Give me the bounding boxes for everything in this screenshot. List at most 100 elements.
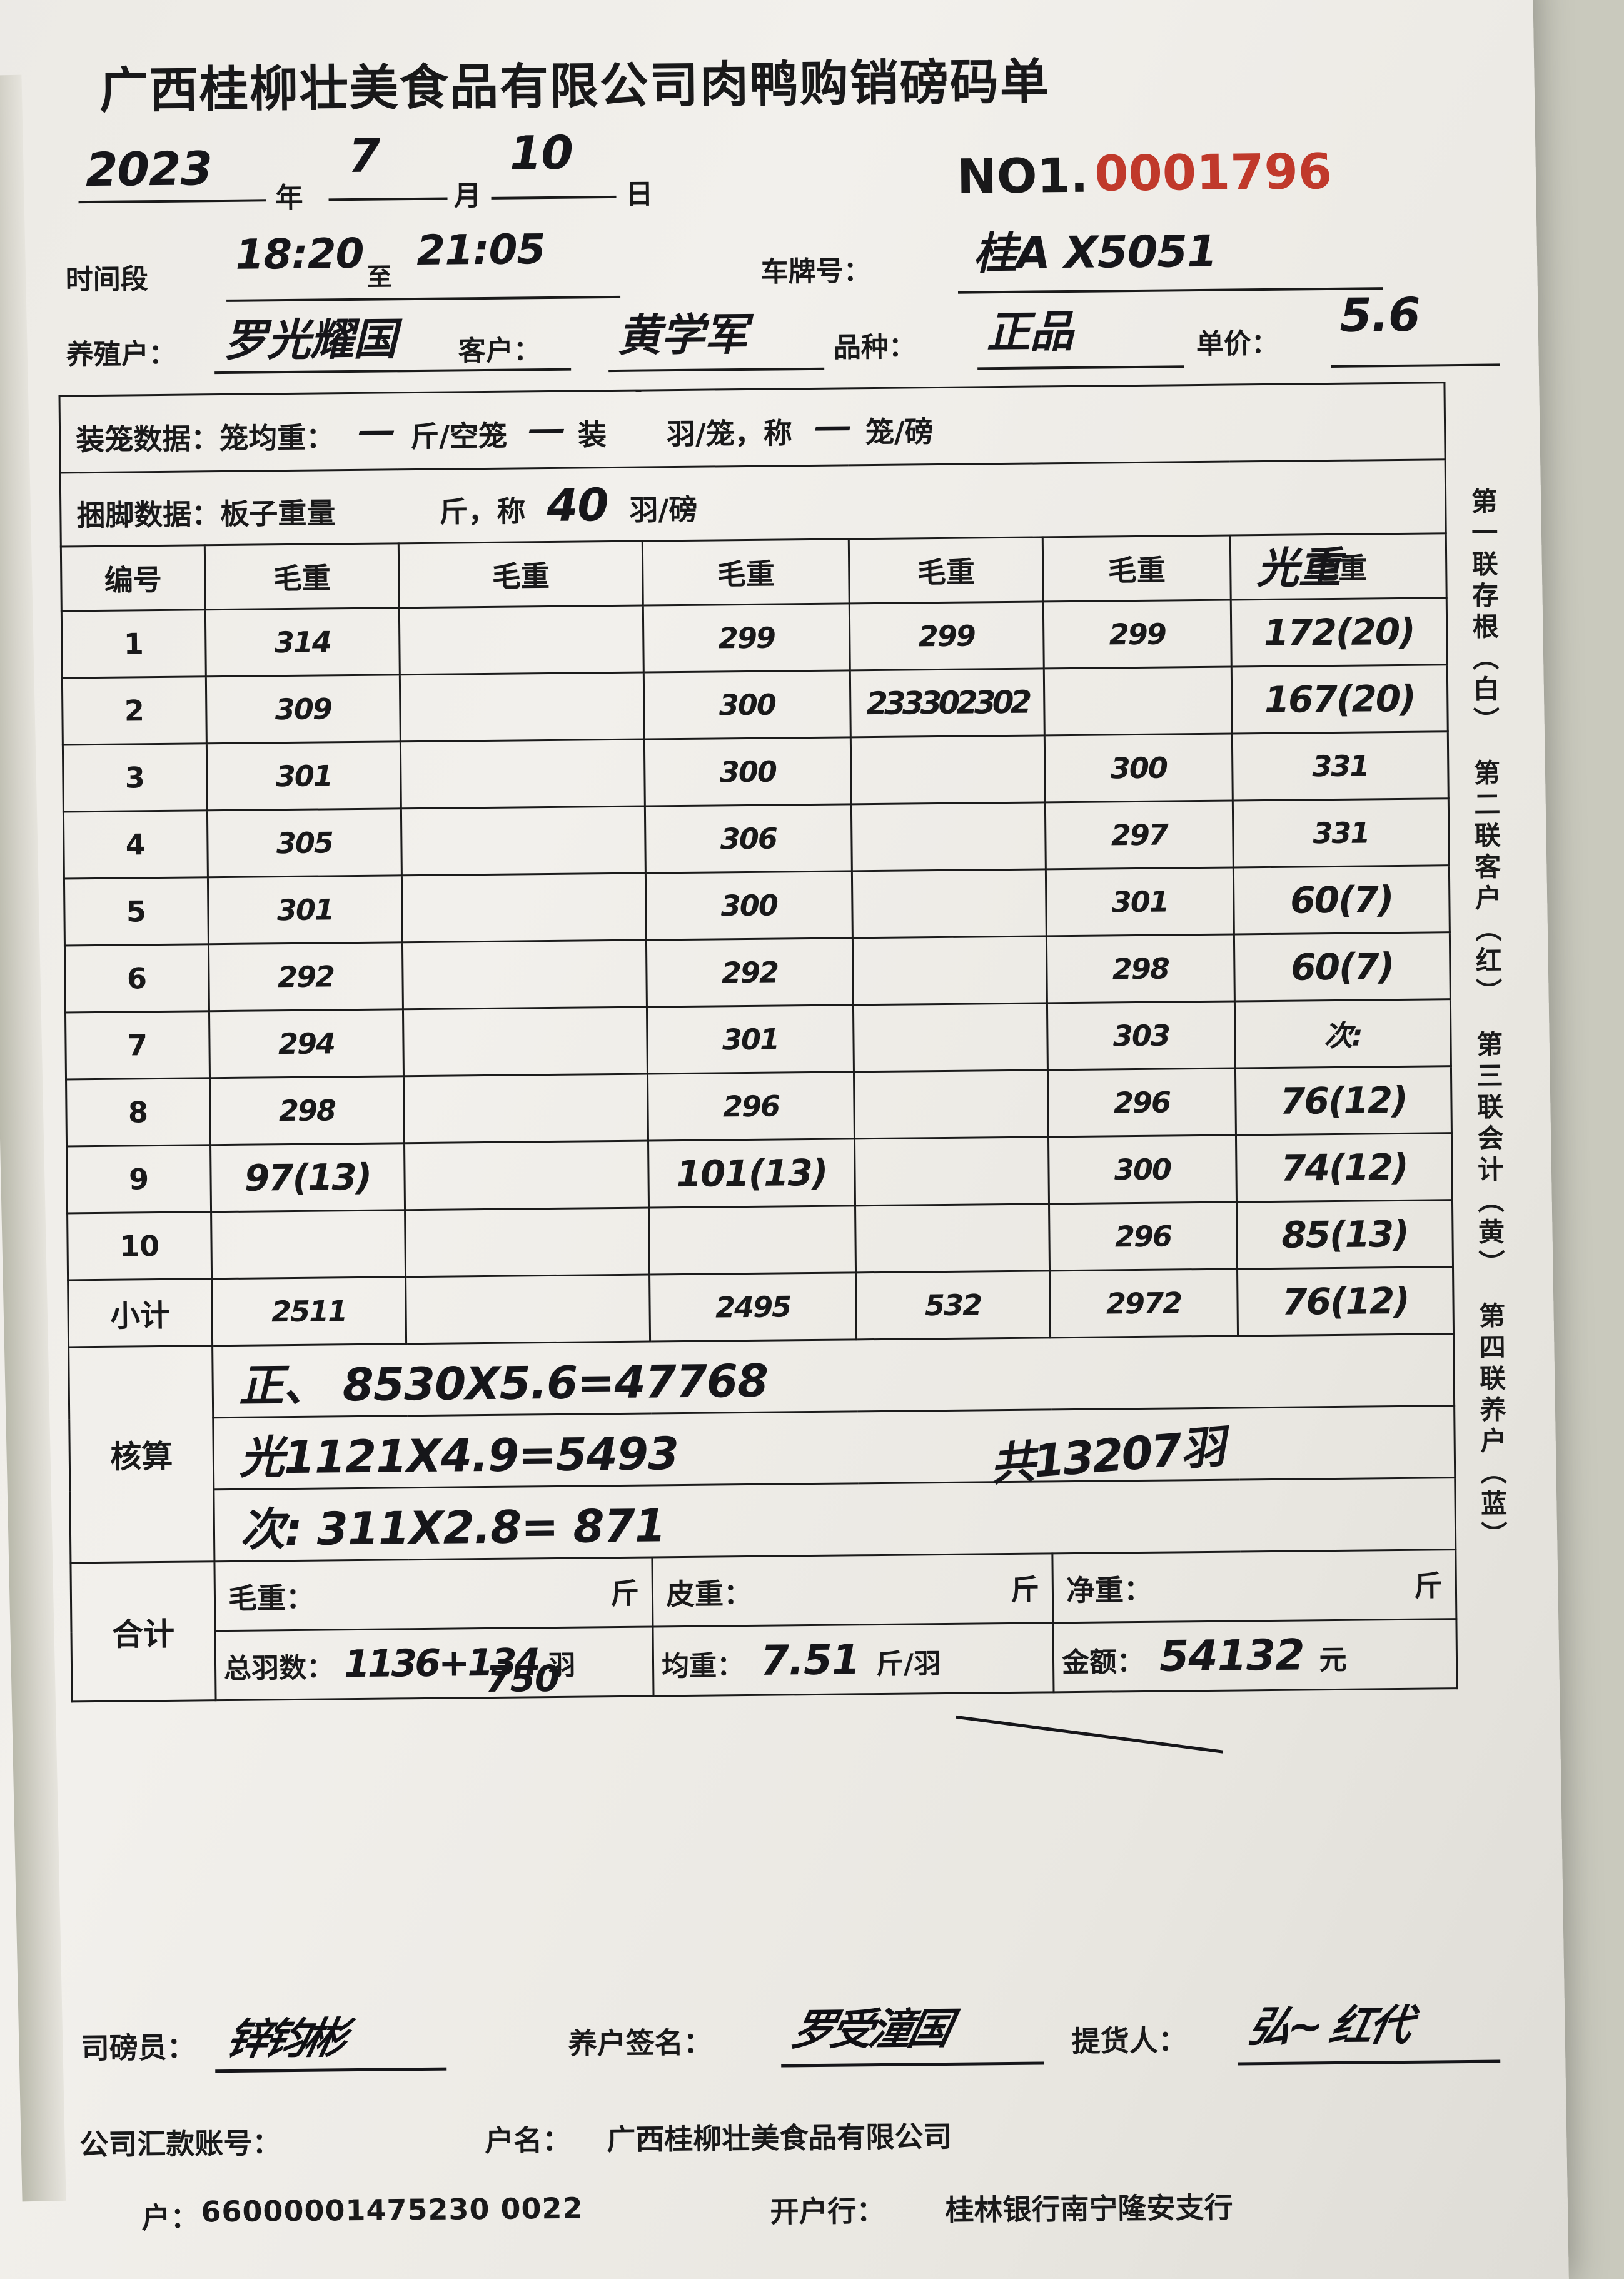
row-index: 8 xyxy=(66,1078,211,1146)
bind-text-1: 斤，称 xyxy=(439,493,526,529)
row-cell-5 xyxy=(1044,667,1233,735)
farmer-label: 养殖户： xyxy=(66,338,177,371)
date-year-rule xyxy=(78,199,266,204)
bank-branch-label: 开户行： xyxy=(770,2193,885,2229)
cage-prefix: 装笼数据：笼均重： xyxy=(75,420,335,457)
time-range-rule xyxy=(226,295,621,302)
date-year-unit: 年 xyxy=(275,181,303,215)
row-index: 4 xyxy=(63,810,208,879)
gross-weight-unit: 斤 xyxy=(610,1576,640,1611)
subtotal-label: 小计 xyxy=(68,1278,213,1347)
row-cell-1: 298 xyxy=(209,1076,405,1145)
row-cell-6: 167(20) xyxy=(1231,664,1448,734)
date-day-value: 10 xyxy=(509,126,573,181)
row-cell-5: 299 xyxy=(1043,600,1232,669)
subtotal-cell-4: 532 xyxy=(855,1270,1051,1340)
tare-weight-label: 皮重： xyxy=(665,1576,753,1612)
calc-label: 核算 xyxy=(68,1345,214,1563)
row-cell-4 xyxy=(851,802,1046,871)
date-month-rule xyxy=(328,197,448,201)
row-cell-2 xyxy=(404,1141,649,1210)
table-row: 2 309 300 233302302 167(20) xyxy=(62,664,1448,745)
row-cell-4 xyxy=(852,936,1047,1005)
copy-label-1: 第一联存根（白） xyxy=(1467,487,1500,738)
date-day-unit: 日 xyxy=(625,178,653,211)
cage-text-3: 羽/笼，称 xyxy=(666,416,793,452)
total-label: 合计 xyxy=(70,1561,216,1702)
plate-rule xyxy=(957,287,1383,294)
farmer-signature: 罗受潼国 xyxy=(787,2004,953,2056)
row-cell-3: 101(13) xyxy=(648,1138,855,1208)
time-range-label: 时间段 xyxy=(65,263,148,296)
avg-weight-label: 均重： xyxy=(661,1649,745,1682)
calc-note-strike xyxy=(956,1715,1223,1754)
cage-data-row: 装笼数据：笼均重： 一 斤/空笼 一 装 羽/笼，称 一 笼/磅 xyxy=(59,382,1446,473)
plate-label: 车牌号： xyxy=(760,255,871,288)
amount-label: 金额： xyxy=(1061,1645,1145,1679)
table-row: 8 298 296 296 76(12) xyxy=(66,1066,1452,1146)
row-cell-2 xyxy=(402,940,647,1009)
row-cell-1: 301 xyxy=(208,875,403,944)
table-row: 9 97(13) 101(13) 300 74(12) xyxy=(66,1133,1453,1213)
row-cell-3: 292 xyxy=(646,937,854,1008)
cage-value-3: 一 xyxy=(810,408,847,452)
row-cell-3: 300 xyxy=(643,670,851,740)
row-cell-2 xyxy=(403,1074,648,1143)
row-cell-4 xyxy=(850,735,1046,804)
bank-account-number: 66000001475230 0022 xyxy=(201,2191,583,2229)
row-index: 9 xyxy=(66,1145,211,1213)
row-cell-4: 299 xyxy=(849,601,1044,670)
row-cell-1: 314 xyxy=(205,607,400,677)
time-end-value: 21:05 xyxy=(416,225,545,275)
plate-value: 桂A X5051 xyxy=(973,225,1218,280)
row-cell-1 xyxy=(211,1210,406,1279)
bind-text-2: 羽/磅 xyxy=(629,492,698,527)
tare-weight-unit: 斤 xyxy=(1010,1572,1040,1607)
row-cell-6: 60(7) xyxy=(1233,865,1450,935)
copy-label-2: 第二联客户（红） xyxy=(1470,759,1503,1009)
col-header-no: 编号 xyxy=(61,545,206,611)
amount-value: 54132 xyxy=(1159,1630,1304,1682)
cage-text-1: 斤/空笼 xyxy=(410,418,508,454)
col-header-5: 毛重 xyxy=(1042,535,1231,602)
row-cell-4 xyxy=(854,1069,1049,1139)
calc-line-1: 正、 8530X5.6=47768 xyxy=(238,1354,769,1412)
col-header-6: 毛重 光重 xyxy=(1230,533,1447,600)
row-cell-4: 233302302 xyxy=(850,668,1045,737)
row-cell-6: 172(20) xyxy=(1231,597,1448,667)
time-start-value: 18:20 xyxy=(235,229,364,279)
copy-label-3: 第三联会计（黄） xyxy=(1472,1030,1506,1281)
calc-row-2: 光1121X4.9=5493 共13207羽 xyxy=(69,1405,1455,1491)
subtotal-cell-3: 2495 xyxy=(649,1272,857,1342)
row-cell-1: 305 xyxy=(207,808,402,877)
cage-value-2: 一 xyxy=(524,411,561,455)
row-cell-4 xyxy=(852,869,1047,938)
calc-line-2: 光1121X4.9=5493 xyxy=(239,1427,679,1484)
subtotal-row: 小计 2511 2495 532 2972 76(12) xyxy=(68,1266,1454,1347)
row-cell-6: 85(13) xyxy=(1236,1200,1453,1269)
bank-branch-value: 桂林银行南宁隆安支行 xyxy=(945,2190,1233,2228)
row-cell-5: 296 xyxy=(1047,1068,1236,1137)
row-cell-5: 296 xyxy=(1049,1201,1238,1271)
calc-line-3: 次: 311X2.8= 871 xyxy=(240,1498,666,1556)
col-header-6-override: 光重 xyxy=(1256,543,1341,594)
row-cell-6: 331 xyxy=(1233,798,1450,868)
unit-price-value: 5.6 xyxy=(1339,288,1420,343)
row-cell-6: 74(12) xyxy=(1236,1133,1453,1202)
net-weight-unit: 斤 xyxy=(1413,1569,1443,1603)
row-cell-4 xyxy=(855,1203,1050,1273)
bind-prefix: 捆脚数据：板子重量 xyxy=(76,495,336,532)
row-index: 6 xyxy=(64,944,209,1013)
time-joiner: 至 xyxy=(366,263,392,292)
table-row: 1 314 299 299 299 172(20) xyxy=(61,597,1448,678)
unit-price-label: 单价： xyxy=(1196,327,1279,361)
customer-label: 客户： xyxy=(458,335,542,368)
farmer-value: 罗光耀国 xyxy=(223,313,397,366)
date-month-value: 7 xyxy=(348,129,380,184)
bank-account-label: 公司汇款账号： xyxy=(79,2126,281,2162)
variety-rule xyxy=(977,365,1184,370)
row-cell-2 xyxy=(401,873,647,942)
row-cell-3: 301 xyxy=(647,1004,854,1074)
